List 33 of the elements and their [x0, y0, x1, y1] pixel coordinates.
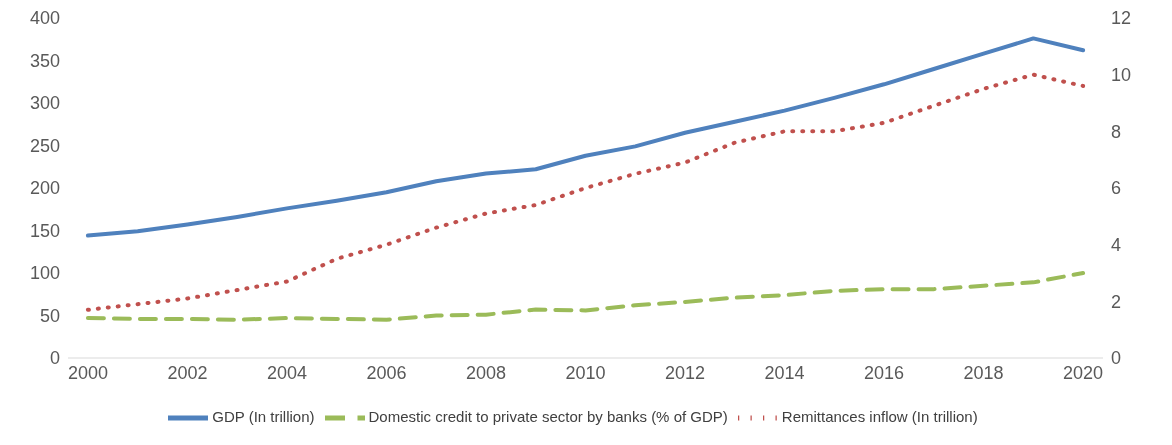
- y2-tick-label: 0: [1111, 348, 1122, 369]
- x-tick-label: 2014: [764, 362, 805, 383]
- y-tick-label: 250: [29, 135, 60, 156]
- x-tick-label: 2008: [465, 362, 506, 383]
- legend-label: Remittances inflow (In trillion): [781, 407, 978, 425]
- line-series: [85, 271, 1086, 322]
- legend-label: Domestic credit to private sector by banks (% of GDP): [368, 407, 728, 425]
- y2-tick-label: 8: [1111, 121, 1122, 142]
- y-tick-label: 100: [29, 263, 60, 284]
- x-tick-label: 2020: [1063, 362, 1104, 383]
- y2-tick-label: 6: [1111, 178, 1122, 199]
- x-tick-label: 2012: [665, 362, 706, 383]
- y2-tick-label: 12: [1111, 8, 1132, 29]
- x-tick-label: 2002: [167, 362, 208, 383]
- x-tick-label: 2010: [565, 362, 606, 383]
- y2-tick-label: 10: [1111, 65, 1132, 86]
- x-tick-label: 2006: [366, 362, 407, 383]
- x-tick-label: 2016: [864, 362, 905, 383]
- y-tick-label: 150: [29, 220, 60, 241]
- y-tick-label: 400: [29, 8, 60, 29]
- y-tick-label: 200: [29, 178, 60, 199]
- y-tick-label: 0: [49, 348, 60, 369]
- line-series: [85, 72, 1086, 312]
- y2-tick-label: 2: [1111, 291, 1122, 312]
- x-tick-label: 2004: [266, 362, 307, 383]
- x-tick-label: 2018: [963, 362, 1004, 383]
- y-tick-label: 350: [29, 50, 60, 71]
- y2-tick-label: 4: [1111, 235, 1122, 256]
- x-tick-label: 2000: [67, 362, 108, 383]
- legend-label: GDP (In trillion): [212, 407, 315, 425]
- y-tick-label: 50: [39, 305, 60, 326]
- y-tick-label: 300: [29, 93, 60, 114]
- line-series: [85, 36, 1086, 238]
